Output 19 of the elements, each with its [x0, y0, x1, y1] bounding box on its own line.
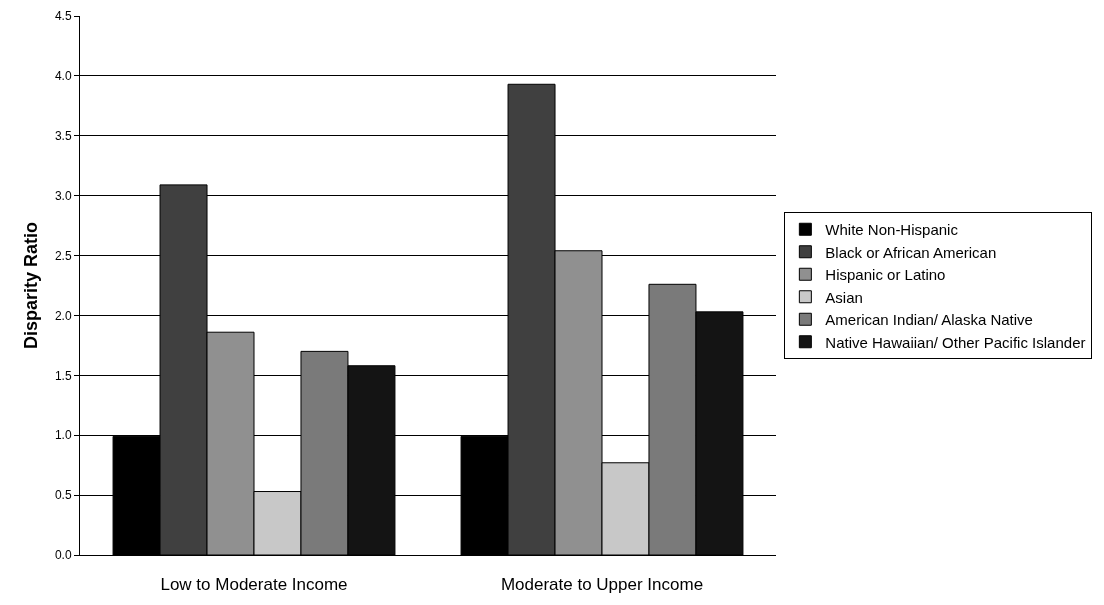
legend-label: Black or African American	[825, 243, 997, 261]
y-tick-label: 4.0	[54, 69, 72, 84]
y-tick-label: 1.5	[54, 368, 72, 383]
y-axis-title: Disparity Ratio	[21, 221, 42, 350]
y-tick-label: 0.5	[54, 488, 72, 503]
legend-label: American Indian/ Alaska Native	[825, 311, 1033, 329]
x-tick-label: Low to Moderate Income	[160, 575, 348, 595]
y-tick-label: 4.5	[54, 9, 72, 24]
y-tick-label: 1.0	[54, 428, 72, 443]
y-tick-label: 3.5	[54, 128, 72, 143]
y-tick-label: 0.0	[54, 548, 72, 563]
legend-label: Hispanic or Latino	[825, 266, 946, 284]
y-tick-label: 3.0	[54, 188, 72, 203]
x-tick-label: Moderate to Upper Income	[500, 575, 704, 595]
legend-label: Native Hawaiian/ Other Pacific Islander	[825, 333, 1086, 351]
y-tick-label: 2.5	[54, 248, 72, 263]
legend-label: Asian	[825, 288, 863, 306]
legend-label: White Non-Hispanic	[825, 221, 959, 239]
y-tick-label: 2.0	[54, 308, 72, 323]
